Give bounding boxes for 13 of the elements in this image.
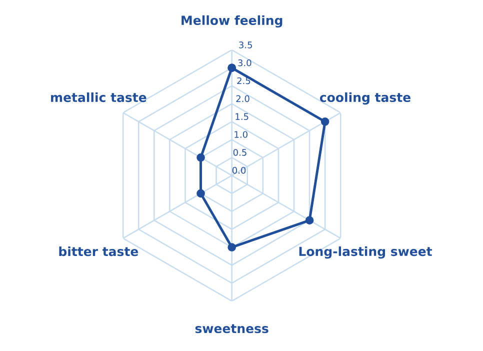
y-tick-label: 0.5	[233, 149, 246, 156]
y-tick-label: 3.5	[239, 42, 252, 48]
spoke-label: bitter taste	[59, 246, 138, 256]
y-tick-label: 3.0	[238, 59, 252, 66]
spoke-label: metallic taste	[51, 92, 146, 102]
y-tick-label: 0.0	[232, 166, 246, 174]
y-tick-label: 2.0	[236, 95, 250, 102]
spoke-label: cooling taste	[320, 92, 410, 105]
spoke-label: Long-lasting sweet	[299, 246, 432, 259]
y-tick-label: 1.0	[234, 131, 248, 138]
spoke-label: sweetness	[195, 324, 268, 334]
y-tick-label: 1.5	[236, 113, 248, 120]
spoke-label: Mellow feeling	[182, 15, 282, 28]
